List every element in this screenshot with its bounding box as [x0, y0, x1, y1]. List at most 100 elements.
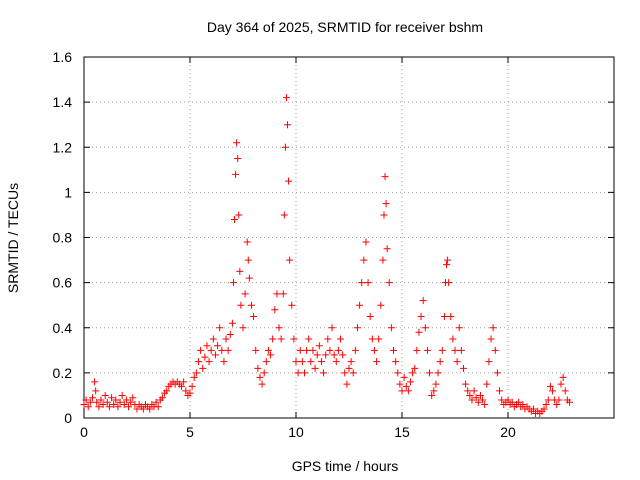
data-point — [368, 335, 376, 343]
data-point — [320, 369, 328, 377]
data-point — [313, 351, 321, 359]
data-point — [103, 398, 111, 406]
y-tick-label: 0.6 — [53, 275, 73, 291]
data-point — [485, 358, 493, 366]
data-point — [479, 396, 487, 404]
data-point — [269, 335, 277, 343]
data-point — [139, 405, 147, 413]
data-point — [345, 364, 353, 372]
data-point — [214, 342, 222, 350]
data-point — [209, 335, 217, 343]
data-point — [432, 380, 440, 388]
data-point — [220, 358, 228, 366]
data-point — [239, 324, 247, 332]
data-point — [381, 173, 389, 181]
data-point — [428, 391, 436, 399]
data-point — [298, 358, 306, 366]
data-point — [557, 380, 565, 388]
data-point — [383, 245, 391, 253]
data-point — [92, 387, 100, 395]
data-point — [307, 358, 315, 366]
y-tick-label: 0 — [64, 410, 72, 426]
data-point — [254, 364, 262, 372]
data-point — [364, 279, 372, 287]
data-point — [462, 380, 470, 388]
data-point — [542, 400, 550, 408]
data-point — [271, 306, 279, 314]
data-point — [216, 324, 224, 332]
data-point — [95, 403, 103, 411]
data-point — [549, 387, 557, 395]
data-point — [337, 335, 345, 343]
data-point — [163, 387, 171, 395]
data-point — [258, 380, 266, 388]
data-point — [434, 369, 442, 377]
data-point — [226, 331, 234, 339]
data-point — [250, 312, 258, 320]
data-point — [110, 400, 118, 408]
data-point — [158, 394, 166, 402]
data-point — [330, 351, 338, 359]
data-point — [294, 369, 302, 377]
data-point — [228, 319, 236, 327]
data-point — [91, 378, 99, 386]
data-point — [317, 358, 325, 366]
data-point — [470, 387, 478, 395]
data-point — [186, 389, 194, 397]
data-point — [341, 369, 349, 377]
data-point — [373, 358, 381, 366]
data-point — [93, 398, 101, 406]
data-point — [178, 382, 186, 390]
chart-title: Day 364 of 2025, SRMTID for receiver bsh… — [207, 19, 483, 35]
data-point — [284, 121, 292, 129]
data-point — [192, 369, 200, 377]
data-point — [256, 373, 264, 381]
data-point — [436, 358, 444, 366]
data-point — [457, 346, 465, 354]
data-point — [553, 400, 561, 408]
data-point — [380, 211, 388, 219]
data-point — [382, 200, 390, 208]
data-point — [234, 155, 242, 163]
data-point — [101, 391, 109, 399]
data-point — [411, 364, 419, 372]
data-point — [343, 380, 351, 388]
data-point — [417, 312, 425, 320]
data-point — [423, 346, 431, 354]
data-point — [275, 324, 283, 332]
data-point — [444, 256, 452, 264]
data-point — [540, 405, 548, 413]
data-point — [303, 346, 311, 354]
data-point — [290, 335, 298, 343]
y-axis-label: SRMTID / TECUs — [5, 183, 21, 293]
data-point — [529, 405, 537, 413]
data-point — [292, 358, 300, 366]
data-point — [387, 324, 395, 332]
data-point — [413, 346, 421, 354]
data-point — [190, 373, 198, 381]
data-point — [252, 346, 260, 354]
data-point — [286, 256, 294, 264]
data-point — [233, 139, 241, 147]
data-point — [555, 396, 563, 404]
data-point — [493, 369, 501, 377]
data-point — [375, 335, 383, 343]
data-point — [385, 279, 393, 287]
data-point — [419, 297, 427, 305]
data-point — [406, 378, 414, 386]
data-point — [358, 279, 366, 287]
data-point — [559, 373, 567, 381]
data-point — [519, 400, 527, 408]
data-point — [231, 215, 239, 223]
data-point — [281, 143, 289, 151]
data-point — [264, 346, 272, 354]
data-point — [430, 387, 438, 395]
data-point — [82, 396, 90, 404]
y-tick-label: 0.8 — [53, 230, 73, 246]
data-point — [222, 335, 230, 343]
data-point — [203, 342, 211, 350]
data-point — [315, 342, 323, 350]
data-point — [351, 346, 359, 354]
data-point — [260, 369, 268, 377]
